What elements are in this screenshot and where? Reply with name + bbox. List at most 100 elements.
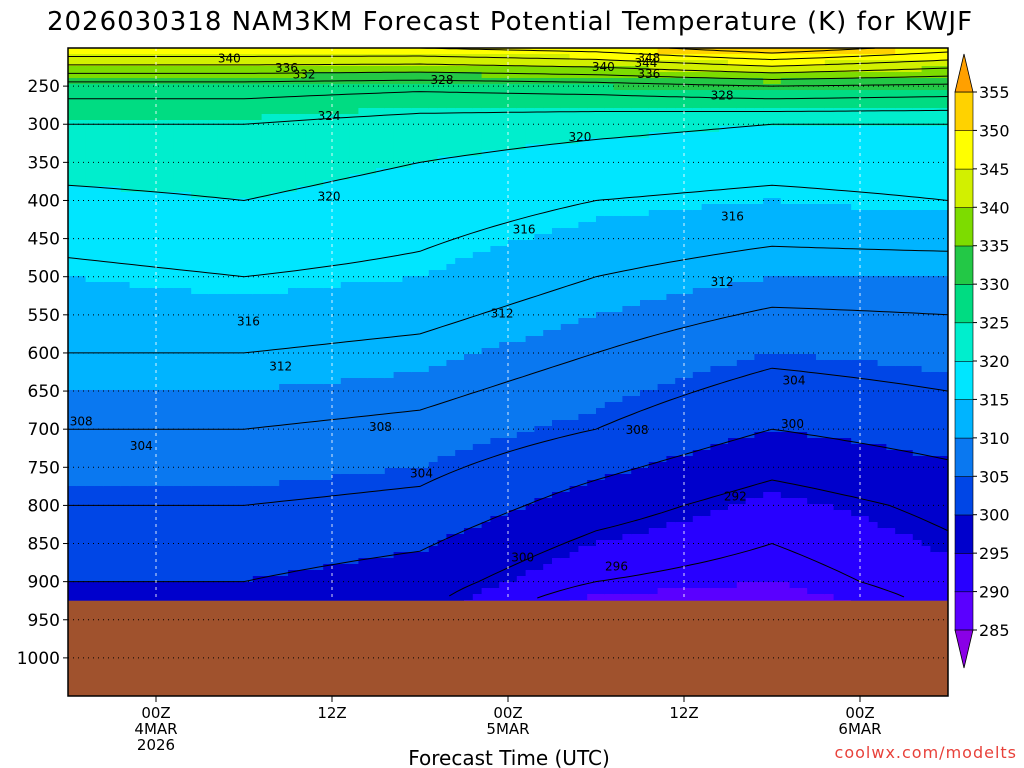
- field-cell: [384, 282, 395, 289]
- field-cell: [235, 210, 245, 217]
- field-cell: [208, 216, 219, 223]
- field-cell: [455, 216, 465, 223]
- field-cell: [68, 384, 78, 391]
- field-cell: [446, 234, 456, 241]
- field-cell: [446, 204, 456, 211]
- field-cell: [420, 252, 430, 259]
- field-cell: [402, 558, 412, 565]
- field-cell: [68, 138, 78, 145]
- field-cell: [296, 576, 307, 583]
- field-cell: [411, 342, 421, 349]
- field-cell: [279, 108, 289, 115]
- field-cell: [332, 534, 342, 541]
- field-cell: [173, 564, 183, 571]
- field-cell: [411, 84, 421, 91]
- field-cell: [164, 474, 175, 481]
- field-cell: [428, 528, 439, 535]
- field-cell: [94, 516, 104, 523]
- field-cell: [120, 480, 131, 487]
- field-cell: [173, 354, 183, 361]
- field-cell: [340, 108, 351, 115]
- field-cell: [367, 102, 377, 109]
- field-cell: [156, 564, 166, 571]
- field-cell: [376, 72, 386, 79]
- field-cell: [420, 78, 430, 85]
- field-cell: [349, 168, 359, 175]
- field-cell: [112, 168, 122, 175]
- field-cell: [384, 288, 395, 295]
- field-cell: [437, 54, 447, 61]
- field-cell: [217, 444, 227, 451]
- field-cell: [446, 318, 456, 325]
- field-cell: [226, 372, 236, 379]
- field-cell: [261, 312, 271, 319]
- field-cell: [226, 126, 236, 133]
- field-cell: [279, 156, 289, 163]
- field-cell: [402, 132, 412, 139]
- field-cell: [103, 186, 113, 193]
- field-cell: [235, 78, 245, 85]
- field-cell: [217, 174, 227, 181]
- field-cell: [464, 258, 474, 265]
- field-cell: [94, 144, 104, 151]
- field-cell: [323, 282, 333, 289]
- field-cell: [279, 390, 289, 397]
- field-cell: [252, 192, 263, 199]
- field-cell: [76, 78, 87, 85]
- field-cell: [428, 408, 439, 415]
- field-cell: [376, 402, 386, 409]
- field-cell: [332, 330, 342, 337]
- field-cell: [420, 588, 430, 595]
- field-cell: [367, 108, 377, 115]
- field-cell: [446, 132, 456, 139]
- field-cell: [323, 240, 333, 247]
- field-cell: [191, 222, 201, 229]
- field-cell: [358, 114, 368, 121]
- field-cell: [103, 552, 113, 559]
- field-cell: [164, 240, 175, 247]
- field-cell: [437, 360, 447, 367]
- field-cell: [138, 138, 148, 145]
- field-cell: [428, 108, 439, 115]
- field-cell: [191, 522, 201, 529]
- field-cell: [437, 258, 447, 265]
- field-cell: [138, 420, 148, 427]
- field-cell: [305, 222, 315, 229]
- field-cell: [420, 282, 430, 289]
- field-cell: [393, 96, 403, 103]
- field-cell: [156, 114, 166, 121]
- field-cell: [332, 558, 342, 565]
- field-cell: [411, 288, 421, 295]
- field-cell: [332, 336, 342, 343]
- field-cell: [455, 150, 465, 157]
- field-cell: [103, 162, 113, 169]
- field-cell: [349, 408, 359, 415]
- field-cell: [428, 504, 439, 511]
- field-cell: [411, 384, 421, 391]
- field-cell: [217, 132, 227, 139]
- field-cell: [420, 378, 430, 385]
- field-cell: [384, 48, 395, 55]
- field-cell: [314, 48, 324, 55]
- field-cell: [296, 528, 307, 535]
- field-cell: [358, 564, 368, 571]
- field-cell: [138, 330, 148, 337]
- field-cell: [428, 222, 439, 229]
- field-cell: [85, 102, 95, 109]
- field-cell: [349, 108, 359, 115]
- field-cell: [120, 390, 131, 397]
- field-cell: [279, 90, 289, 97]
- field-cell: [76, 582, 87, 589]
- field-cell: [182, 450, 192, 457]
- field-cell: [393, 594, 403, 601]
- field-cell: [138, 144, 148, 151]
- field-cell: [226, 102, 236, 109]
- field-cell: [393, 294, 403, 301]
- field-cell: [367, 258, 377, 265]
- field-cell: [252, 414, 263, 421]
- field-cell: [296, 138, 307, 145]
- field-cell: [261, 186, 271, 193]
- field-cell: [68, 198, 78, 205]
- field-cell: [252, 594, 263, 601]
- field-cell: [182, 342, 192, 349]
